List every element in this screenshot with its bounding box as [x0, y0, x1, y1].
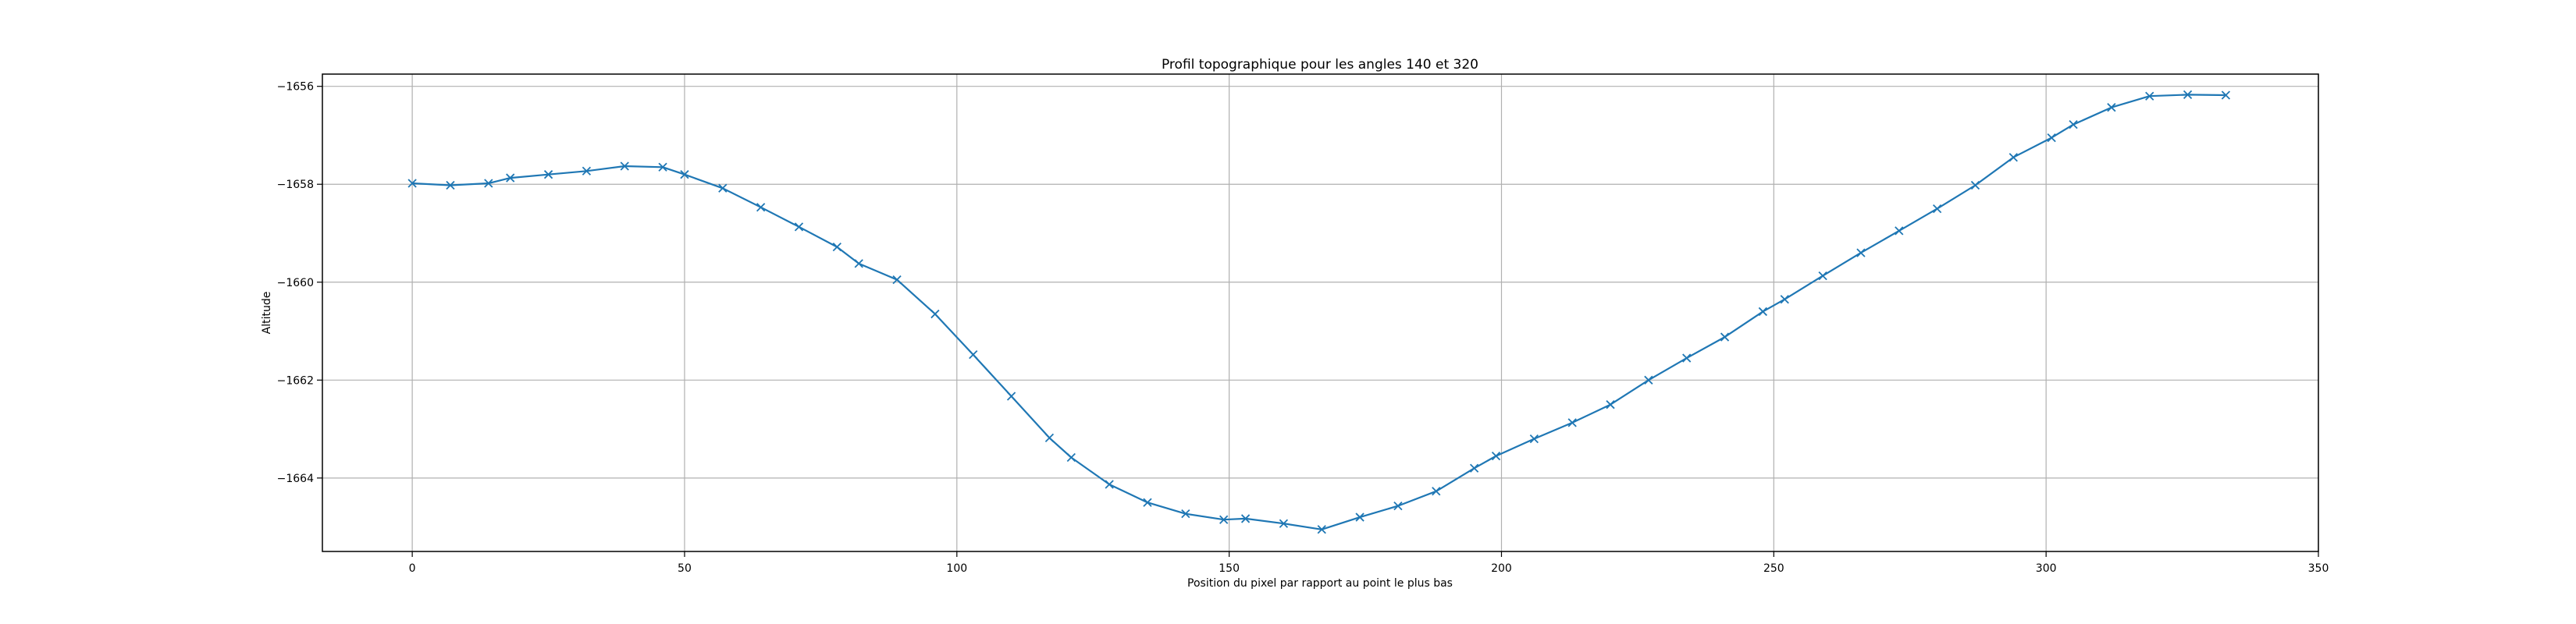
data-point-marker	[620, 161, 629, 171]
data-point-marker	[2107, 103, 2116, 112]
data-point-marker	[1143, 498, 1152, 507]
data-point-marker	[1932, 204, 1942, 214]
data-point-marker	[2069, 120, 2078, 129]
data-point-marker	[1644, 375, 1653, 385]
x-tick-label: 250	[1763, 562, 1784, 575]
data-point-marker	[832, 242, 841, 252]
data-point-marker	[1895, 226, 1904, 236]
x-tick-label: 150	[1219, 562, 1240, 575]
x-tick-label: 200	[1491, 562, 1512, 575]
x-tick-label: 300	[2036, 562, 2057, 575]
data-point-marker	[718, 183, 728, 193]
data-point-marker	[1219, 515, 1229, 524]
y-tick-label: −1662	[277, 374, 314, 387]
data-point-marker	[1469, 463, 1479, 473]
data-point-marker	[1720, 332, 1730, 342]
data-point-marker	[854, 259, 863, 268]
data-point-marker	[1780, 295, 1789, 304]
data-point-marker	[1317, 525, 1326, 534]
data-point-marker	[1105, 480, 1114, 489]
data-point-marker	[407, 179, 417, 188]
data-point-marker	[543, 170, 553, 179]
data-point-marker	[582, 166, 592, 176]
data-point-marker	[2008, 153, 2018, 162]
data-point-marker	[1682, 353, 1692, 363]
data-point-marker	[680, 170, 689, 179]
data-point-marker	[756, 203, 766, 212]
x-tick-label: 50	[678, 562, 692, 575]
data-point-marker	[1432, 487, 1441, 496]
x-tick-label: 100	[946, 562, 967, 575]
x-tick-label: 0	[409, 562, 416, 575]
data-point-marker	[446, 180, 455, 190]
chart-title: Profil topographique pour les angles 140…	[1162, 57, 1478, 73]
data-point-marker	[969, 350, 978, 360]
data-point-marker	[1066, 452, 1076, 463]
axis-ticks: 0 50 100 150 200 250 300 350 −1664 −1662 −1660 −165…	[277, 81, 2329, 575]
data-point-marker	[1970, 180, 1980, 190]
data-point-marker	[1567, 418, 1577, 427]
data-point-marker	[2183, 90, 2193, 99]
data-point-marker	[1529, 434, 1539, 444]
data-point-marker	[2145, 91, 2154, 101]
data-point-marker	[658, 162, 667, 172]
y-tick-label: −1658	[277, 179, 314, 191]
series-line	[412, 94, 2226, 530]
plot-frame	[322, 73, 2319, 552]
data-point-marker	[1240, 514, 1251, 523]
data-point-marker	[794, 222, 804, 232]
y-tick-label: −1660	[277, 277, 314, 289]
data-point-marker	[1044, 433, 1055, 443]
data-point-marker	[1818, 271, 1827, 281]
data-point-marker	[1491, 451, 1501, 461]
y-axis-label: Altitude	[261, 292, 273, 335]
data-point-marker	[506, 173, 515, 183]
x-tick-label: 350	[2308, 562, 2329, 575]
data-point-marker	[930, 309, 940, 319]
data-point-marker	[1181, 509, 1190, 519]
data-point-marker	[1006, 392, 1016, 401]
y-tick-label: −1664	[277, 473, 314, 485]
data-series	[407, 90, 2231, 534]
data-point-marker	[1279, 519, 1289, 528]
data-point-marker	[1393, 501, 1403, 511]
data-point-marker	[2047, 133, 2056, 143]
data-point-marker	[892, 275, 902, 285]
x-axis-label: Position du pixel par rapport au point l…	[1187, 577, 1453, 590]
y-tick-label: −1656	[277, 81, 314, 94]
data-point-marker	[2221, 90, 2231, 100]
data-point-marker	[1758, 307, 1768, 317]
data-point-marker	[1856, 248, 1866, 257]
data-point-marker	[1606, 400, 1615, 410]
data-point-marker	[1355, 512, 1364, 522]
data-point-marker	[484, 179, 493, 188]
